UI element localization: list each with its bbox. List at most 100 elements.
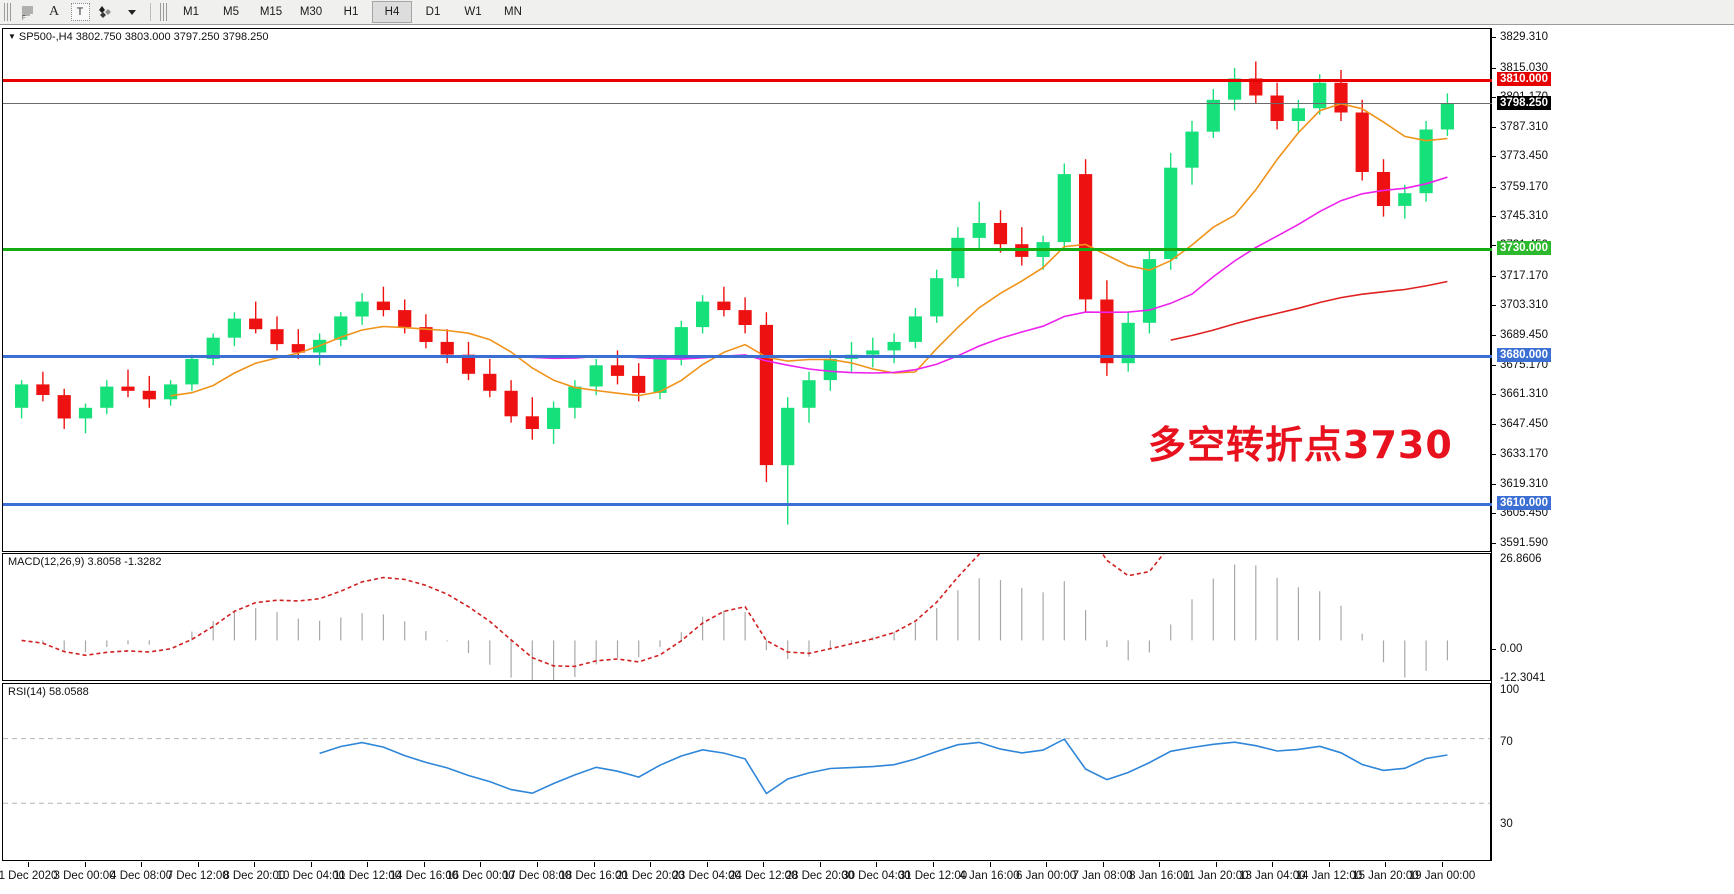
time-axis-label: 7 Jan 08:00 [1072,870,1133,882]
objects-icon[interactable] [93,1,119,23]
time-tick [84,862,86,867]
price-tick [1491,334,1496,336]
time-axis-label: 18 Dec 16:00 [559,870,628,882]
price-tick-label: 3591.590 [1500,536,1548,549]
collapse-triangle-icon[interactable]: ▼ [8,32,16,41]
time-axis-label: 10 Dec 04:00 [276,870,346,882]
timeframe-h4[interactable]: H4 [372,1,412,23]
rsi-pane[interactable]: RSI(14) 58.0588 [2,683,1491,861]
timeframe-h1[interactable]: H1 [343,6,359,18]
text-A-icon[interactable]: A [48,4,60,19]
price-tick-label: 3815.030 [1500,61,1548,74]
time-axis-label: 17 Dec 08:00 [502,870,572,882]
toolbar-divider [150,3,151,21]
macd-tick-label: 26.8606 [1500,553,1542,565]
price-axis[interactable]: 3829.3103815.0303801.1703787.3103773.450… [1491,28,1734,861]
timeframe-w1[interactable]: W1 [464,6,482,18]
timeframe-bar: M1 M5 M15 M30 H1 H4 D1 W1 MN [171,1,533,23]
text-box-icon[interactable]: T [67,1,93,23]
price-tick [1491,67,1496,69]
svg-text:F: F [22,16,26,20]
level-line-3730[interactable] [3,248,1492,252]
price-tick [1491,186,1496,188]
price-tag[interactable]: 3680.000 [1497,347,1551,362]
price-tag[interactable]: 3610.000 [1497,496,1551,511]
time-axis-label: 8 Jan 16:00 [1129,870,1190,882]
time-tick [367,862,369,867]
time-tick [537,862,539,867]
price-tick [1491,305,1496,307]
time-tick [1385,862,1387,867]
price-tick [1491,513,1496,515]
time-axis-label: 21 Dec 20:00 [615,870,685,882]
time-axis-label: 11 Dec 12:00 [333,870,402,882]
time-tick [876,862,878,867]
macd-pane-label: MACD(12,26,9) 3.8058 -1.3282 [8,556,162,568]
time-tick [28,862,29,867]
macd-tick [1491,649,1496,650]
timeframe-m1[interactable]: M1 [183,6,199,18]
timeframe-mn[interactable]: MN [504,6,522,18]
chevron-down-icon[interactable] [119,1,145,23]
price-tick [1491,275,1496,277]
price-tick-label: 3759.170 [1500,180,1548,193]
time-axis-label: 23 Dec 04:00 [672,870,741,882]
time-tick [650,862,652,867]
time-axis-label: 8 Dec 20:00 [223,870,286,882]
price-tick-label: 3633.170 [1500,448,1548,461]
time-axis-label: 13 Jan 04:00 [1239,870,1306,882]
level-line-3610[interactable] [3,503,1492,507]
level-line-3798.25[interactable] [3,103,1492,105]
candlestick-svg [15,61,1454,525]
time-axis-label: 15 Jan 20:00 [1352,870,1419,882]
time-tick [310,862,312,867]
time-tick [1215,862,1217,867]
time-axis-label: 4 Dec 08:00 [110,870,173,882]
rsi-tick-label: 70 [1500,736,1513,748]
toolbar-grip[interactable] [4,3,11,21]
time-axis-label: 30 Dec 04:00 [842,870,911,882]
time-axis-label: 7 Dec 12:00 [166,870,229,882]
rsi-tick-label: 100 [1500,684,1520,696]
time-tick [1328,862,1330,867]
time-axis-label: 1 Dec 2020 [0,870,58,882]
time-tick [1102,862,1104,867]
macd-tick-label: -12.3041 [1500,672,1546,684]
timeframe-d1[interactable]: D1 [425,6,441,18]
timeframe-grip[interactable] [160,3,167,21]
timeframe-m15[interactable]: M15 [259,6,283,18]
price-tick [1491,156,1496,158]
price-tick [1491,394,1496,396]
time-tick [480,862,482,867]
price-tick [1491,37,1496,39]
chart-grid-icon[interactable]: F [15,1,41,23]
time-tick [989,862,991,867]
macd-pane[interactable]: MACD(12,26,9) 3.8058 -1.3282 [2,553,1491,681]
time-tick [1442,862,1443,867]
timeframe-m5[interactable]: M5 [223,6,239,18]
time-tick [706,862,708,867]
time-axis[interactable]: 1 Dec 2020 3 Dec 00:00 4 Dec 08:00 7 Dec 12… [0,862,1491,892]
price-tick [1491,364,1496,366]
time-tick [254,862,256,867]
price-tick-label: 3619.310 [1500,477,1548,490]
price-tick [1491,483,1496,485]
level-line-3810[interactable] [3,78,1492,82]
main-chart-pane[interactable]: ▼ SP500-,H4 3802.750 3803.000 3797.250 37… [2,28,1492,552]
price-tick-label: 3703.310 [1500,299,1548,312]
price-tag[interactable]: 3730.000 [1497,241,1551,256]
time-axis-label: 28 Dec 20:00 [785,870,855,882]
time-tick [1046,862,1048,867]
price-tick [1491,245,1496,247]
macd-tick-label: 0.00 [1500,643,1523,655]
price-tag[interactable]: 3798.250 [1497,96,1551,111]
time-axis-label: 11 Jan 20:00 [1182,870,1249,882]
price-tag[interactable]: 3810.000 [1497,71,1551,86]
time-axis-label: 6 Jan 00:00 [1016,870,1077,882]
symbol-ohlc-text: SP500-,H4 3802.750 3803.000 3797.250 379… [18,31,269,43]
level-line-3680[interactable] [3,354,1492,358]
price-tick-label: 3773.450 [1500,150,1548,163]
time-tick [423,862,425,867]
timeframe-m30[interactable]: M30 [299,6,323,18]
